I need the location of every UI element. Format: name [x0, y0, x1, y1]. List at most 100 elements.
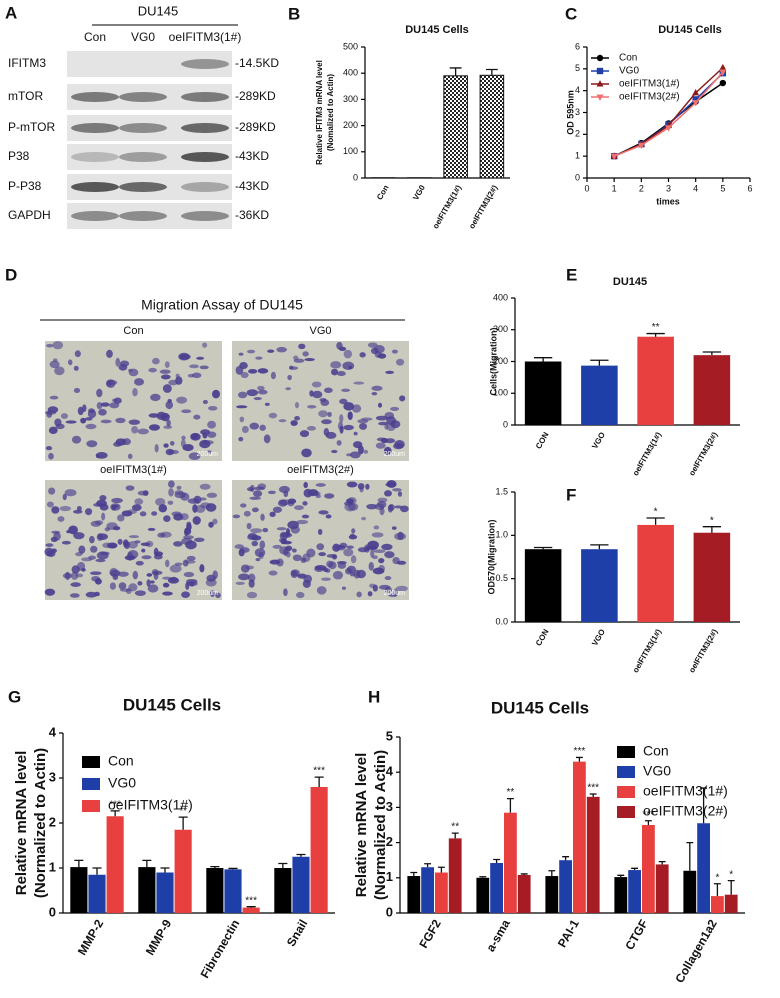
cell [65, 420, 77, 424]
cell [259, 540, 266, 550]
cell [276, 346, 287, 353]
cell [55, 423, 65, 430]
significance: ** [451, 822, 459, 833]
cell [294, 505, 304, 511]
cell [237, 391, 248, 399]
cell [339, 414, 344, 423]
cell [183, 571, 195, 578]
bar [70, 867, 88, 913]
cell [246, 591, 258, 599]
y-tick-label: 0 [49, 904, 56, 919]
cell [152, 570, 163, 575]
cell [112, 574, 119, 580]
cell [212, 389, 220, 399]
cell [357, 547, 369, 553]
cell [207, 450, 212, 454]
cell [48, 487, 56, 495]
cell [268, 412, 278, 419]
error-bar [160, 867, 170, 873]
cell [346, 545, 354, 549]
cell [148, 424, 161, 431]
cell [184, 528, 189, 537]
legend-label: Con [108, 753, 134, 769]
cell [336, 371, 346, 377]
cell [343, 548, 354, 557]
error-bar [631, 867, 639, 871]
protein-label: P-mTOR [8, 120, 55, 134]
cell [134, 590, 146, 596]
cell [267, 490, 276, 495]
legend-label: Con [619, 53, 637, 64]
blot-band [119, 211, 167, 221]
significance: *** [643, 809, 655, 820]
legend-label: oeIFITM3(1#) [619, 79, 680, 90]
significance: * [729, 869, 733, 880]
cell [45, 445, 53, 451]
cell [381, 543, 393, 551]
cell [350, 555, 357, 564]
significance: *** [245, 895, 257, 906]
cell [71, 565, 80, 574]
cell [186, 523, 192, 531]
cell [164, 361, 170, 368]
x-tick-label: CON [534, 627, 551, 647]
y-tick-label: 2 [575, 129, 580, 139]
cell [307, 404, 317, 409]
cell [393, 443, 404, 450]
error-bar [548, 870, 556, 877]
significance: * [715, 872, 719, 883]
bar [683, 870, 697, 913]
y-tick-label: 200 [343, 120, 358, 130]
cell [76, 505, 82, 512]
cell [296, 519, 309, 525]
cell [246, 487, 254, 492]
cell [206, 492, 218, 498]
cell [182, 443, 194, 452]
cell [163, 425, 173, 429]
cell [152, 357, 160, 365]
error-bar [485, 68, 498, 76]
cell [361, 516, 367, 521]
cell [207, 431, 217, 438]
cell [330, 368, 339, 376]
cell [346, 498, 354, 504]
x-tick-label: VGO [590, 628, 607, 648]
cell [102, 542, 113, 549]
cell [365, 483, 370, 490]
cell [346, 565, 356, 574]
cell [327, 411, 332, 417]
cell [89, 571, 102, 575]
cell [163, 515, 171, 523]
x-tick-label: FGF2 [416, 917, 444, 951]
cell [341, 388, 351, 392]
error-bar [296, 853, 306, 857]
cell [232, 514, 241, 519]
error-bar [449, 67, 462, 76]
x-tick-label: oeIFITM3(2#) [467, 183, 499, 230]
cell [316, 586, 327, 595]
bar [206, 868, 224, 913]
cell [311, 381, 322, 388]
bar [573, 761, 586, 913]
cell [253, 397, 262, 401]
cell [392, 556, 400, 565]
cell [163, 443, 169, 448]
y-axis-label: Relative IFITM3 mRNA level [315, 60, 324, 165]
cell [301, 514, 310, 519]
cell [97, 533, 109, 541]
cell [89, 535, 95, 544]
significance: *** [109, 799, 121, 810]
y-tick-label: 4 [49, 724, 57, 739]
cell [85, 591, 98, 598]
cell [205, 578, 217, 587]
cell [176, 485, 182, 490]
cell [391, 526, 397, 530]
cell [73, 532, 85, 540]
chart-title: DU145 Cells [405, 24, 469, 36]
cell [368, 561, 374, 571]
cell [238, 352, 244, 356]
blot-band [71, 123, 119, 133]
bar [711, 896, 724, 913]
cell [384, 551, 395, 559]
cell [246, 389, 259, 397]
